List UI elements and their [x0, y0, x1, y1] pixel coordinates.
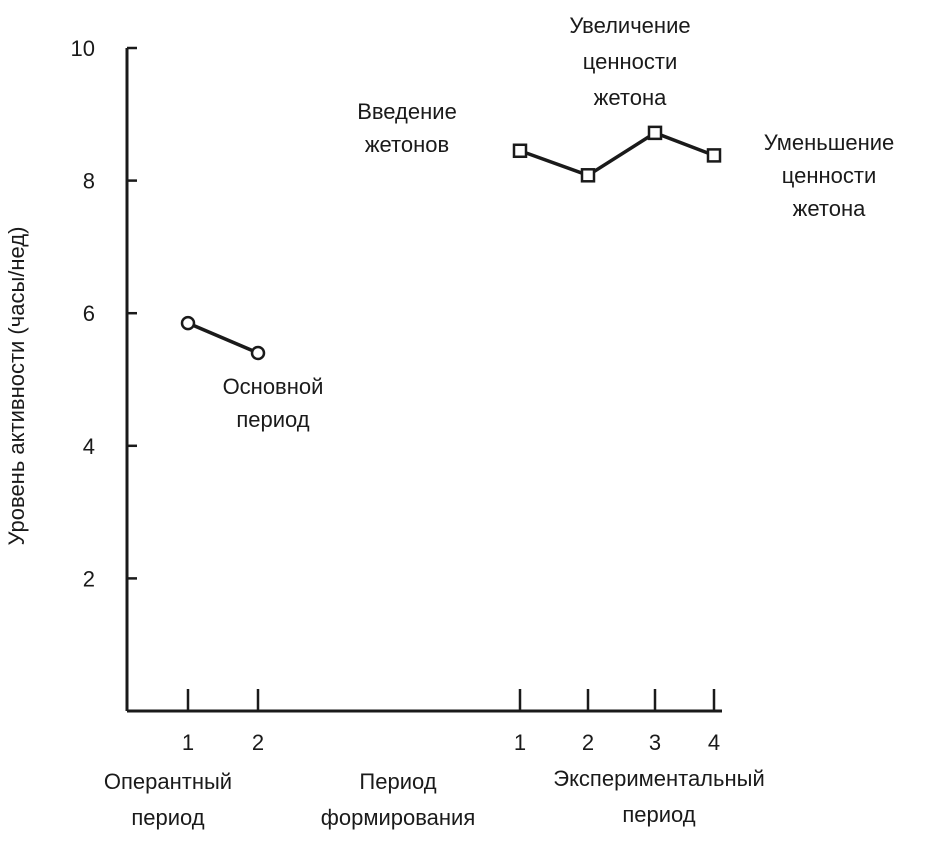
x-tick-label: 1 — [182, 730, 194, 755]
series-group — [180, 125, 722, 361]
annotation-decrease: Уменьшение ценности жетона — [764, 130, 895, 221]
x-tick-label: 2 — [252, 730, 264, 755]
series-line — [187, 321, 259, 355]
data-point — [512, 143, 528, 159]
annotation-intro: Введение жетонов — [357, 99, 457, 157]
y-tick-label: 10 — [71, 36, 95, 61]
x-tick-label: 3 — [649, 730, 661, 755]
annotation-base: Основной период — [223, 374, 324, 432]
labels-group: Оперантный период Период формирования Экспер… — [4, 13, 894, 830]
phase-label: Экспериментальный период — [553, 766, 764, 827]
y-axis-label: Уровень активности (часы/нед) — [4, 227, 29, 546]
axes — [125, 48, 722, 713]
y-tick-label: 8 — [83, 169, 95, 194]
y-tick-label: 6 — [83, 301, 95, 326]
y-axis-ticks: 2 4 6 8 10 — [71, 36, 137, 591]
data-point — [180, 315, 196, 331]
phase-label: Период формирования — [321, 769, 475, 830]
data-point — [647, 125, 663, 141]
phase-label: Оперантный период — [104, 769, 232, 830]
series-line — [519, 130, 715, 178]
x-tick-label: 1 — [514, 730, 526, 755]
data-point — [580, 168, 596, 183]
x-axis-ticks: 1 2 1 2 3 4 — [182, 689, 720, 755]
annotation-increase: Увеличение ценности жетона — [569, 13, 690, 110]
data-point — [250, 345, 266, 361]
x-tick-label: 2 — [582, 730, 594, 755]
y-tick-label: 4 — [83, 434, 95, 459]
data-point — [706, 148, 722, 163]
y-tick-label: 2 — [83, 566, 95, 591]
x-tick-label: 4 — [708, 730, 720, 755]
